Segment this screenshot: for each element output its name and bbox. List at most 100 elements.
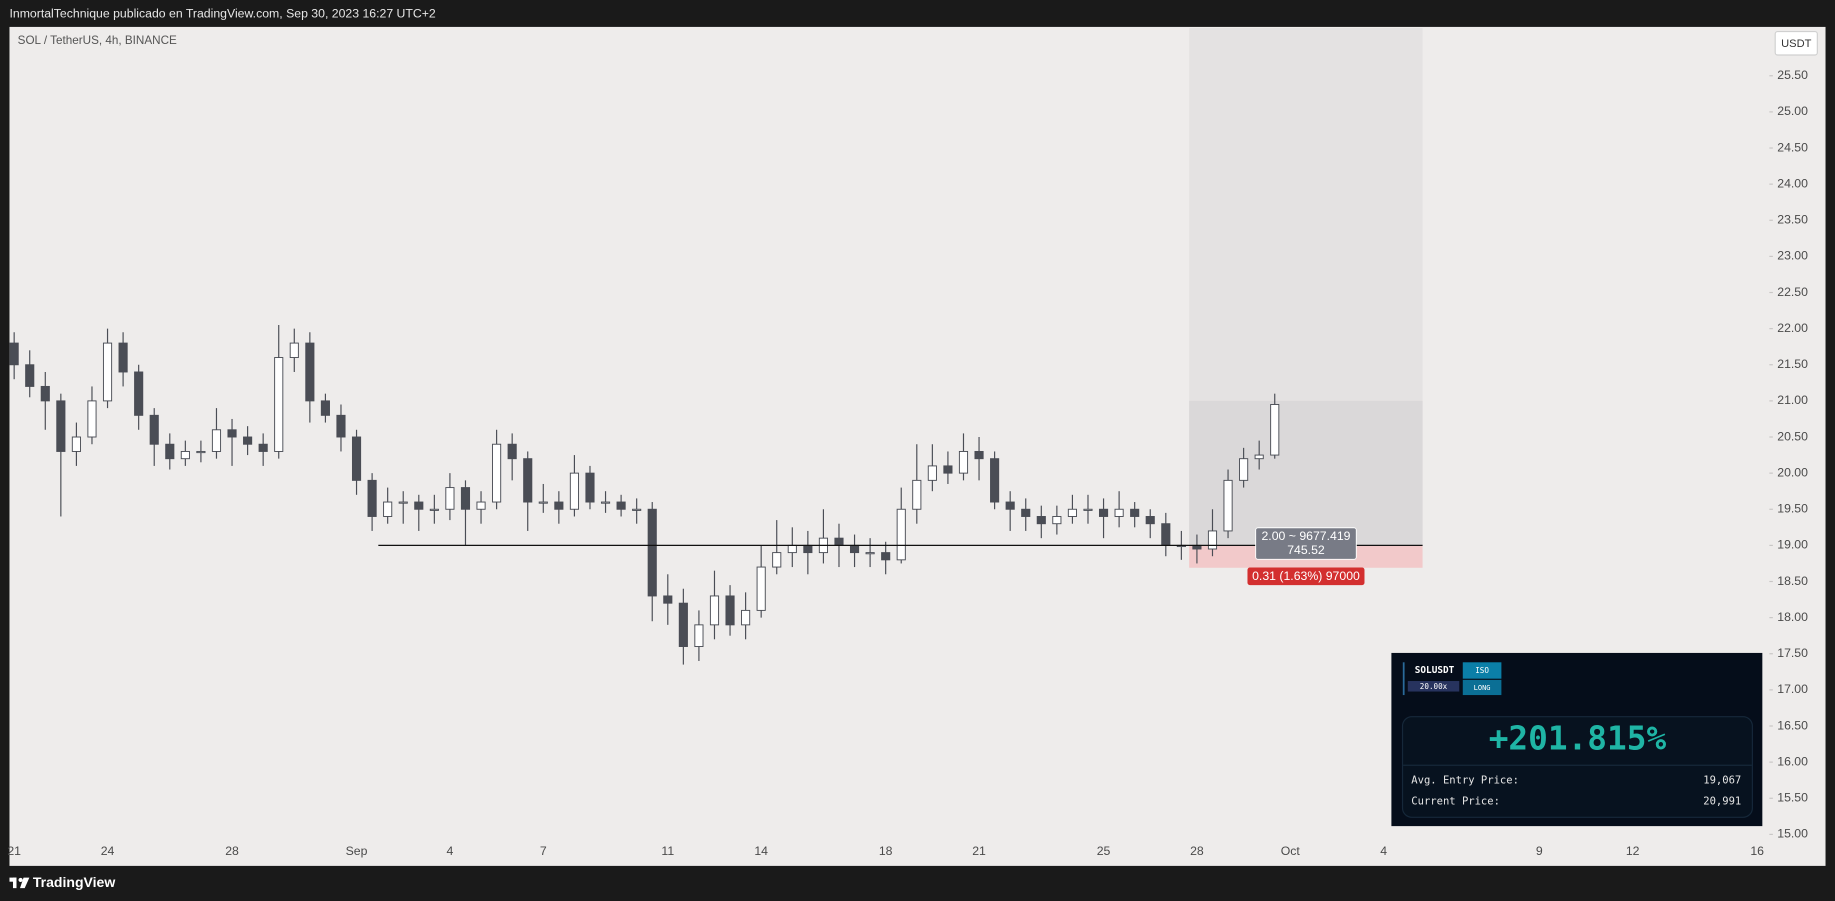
y-tick-label: 20.00: [1777, 465, 1808, 479]
candle-body: [227, 429, 237, 438]
candle-body: [709, 595, 720, 626]
position-label-box: [1255, 527, 1357, 560]
logo-part: [20, 877, 30, 889]
x-tick-label: 21: [972, 844, 986, 858]
candle-body: [958, 450, 969, 474]
x-tick-label: 9: [1536, 844, 1543, 858]
candle-body: [694, 624, 704, 647]
x-tick-label: 14: [754, 844, 768, 858]
candle-body: [211, 429, 222, 452]
pnl-card: SOLUSDT 20.00x ISO LONG +201.815% Avg. E…: [1391, 652, 1763, 827]
candle-body: [1083, 508, 1093, 511]
y-tick-label: 17.00: [1777, 682, 1808, 696]
currency-button[interactable]: [1774, 31, 1818, 56]
candle-body: [1098, 508, 1109, 517]
x-tick-label: 24: [101, 844, 115, 858]
card-inner: [1401, 716, 1753, 818]
y-tick-label: 19.50: [1777, 502, 1808, 516]
candle-body: [87, 400, 97, 438]
candle-body: [398, 501, 408, 504]
candle-body: [741, 609, 751, 626]
candle-body: [725, 595, 735, 626]
candle-body: [40, 385, 50, 402]
candle-body: [274, 357, 284, 452]
x-tick-label: 7: [540, 844, 547, 858]
x-tick-label: 11: [661, 844, 674, 858]
candle-body: [974, 450, 984, 460]
candle-body: [351, 436, 362, 481]
card-margin: ISO: [1475, 666, 1489, 675]
y-tick-label: 22.50: [1777, 285, 1808, 299]
position-label: 745.52: [1287, 543, 1325, 557]
y-tick-label: 24.50: [1777, 140, 1808, 154]
currency-label[interactable]: USDT: [1781, 38, 1811, 50]
candle-body: [118, 342, 128, 373]
candle-body: [1005, 501, 1015, 510]
row-label: Avg. Entry Price:: [1411, 774, 1519, 786]
candle-body: [772, 552, 782, 568]
y-tick-label: 25.00: [1777, 104, 1808, 118]
y-tick-label: 22.00: [1777, 321, 1808, 335]
candle-body: [1052, 516, 1062, 525]
card-pnl: +201.815%: [1489, 720, 1667, 758]
candle-body: [1130, 508, 1140, 517]
x-tick-label: 28: [1190, 844, 1204, 858]
leverage-badge: [1407, 681, 1460, 692]
candle-body: [367, 479, 377, 517]
y-tick-label: 18.50: [1777, 574, 1808, 588]
header-title: InmortalTechnique publicado en TradingVi…: [9, 6, 435, 20]
card-leverage: 20.00x: [1420, 682, 1448, 691]
x-tick-label: 25: [1097, 844, 1111, 858]
candle-body: [896, 508, 906, 561]
footer-brand[interactable]: TradingView: [33, 874, 115, 890]
y-tick-label: 15.50: [1777, 790, 1808, 804]
candle-body: [492, 443, 502, 503]
y-tick-label: 18.00: [1777, 610, 1808, 624]
x-tick-label: 16: [1750, 844, 1764, 858]
logo-part: [12, 877, 17, 889]
y-tick-label: 23.00: [1777, 249, 1808, 263]
candle-body: [305, 342, 315, 402]
overlays: 15.00 15.50 16.00 16.50 17.00 17.50 18.00 18.50…: [7, 68, 1808, 858]
candle-body: [1067, 508, 1077, 517]
x-tick-label: 18: [879, 844, 893, 858]
candle-body: [585, 472, 595, 503]
candle-body: [289, 342, 299, 359]
candle-body: [538, 501, 548, 504]
candle-body: [554, 501, 564, 510]
y-tick-label: 16.00: [1777, 754, 1808, 768]
candle-body: [834, 537, 844, 546]
candle-body: [320, 400, 330, 416]
y-tick-label: 24.00: [1777, 176, 1808, 190]
candle-body: [927, 465, 937, 481]
candle-body: [71, 436, 81, 452]
card-symbol: SOLUSDT: [1415, 665, 1455, 676]
candle-body: [134, 371, 144, 416]
candle-body: [1114, 508, 1124, 517]
candle-body: [460, 487, 471, 510]
candle-body: [476, 501, 486, 510]
candle-body: [647, 508, 657, 597]
candle-body: [1036, 516, 1046, 525]
candle-body: [616, 501, 626, 510]
candle-body: [1207, 530, 1218, 550]
footer: TradingView: [9, 874, 115, 890]
candle-body: [196, 450, 206, 454]
candle-body: [663, 595, 673, 604]
candle-body: [569, 472, 579, 510]
stop-label-box: [1247, 567, 1365, 586]
side-badge: [1462, 679, 1502, 696]
x-tick-label: Oct: [1281, 844, 1301, 858]
candle-body: [165, 443, 175, 460]
candle-body: [881, 552, 891, 561]
candle-body: [632, 508, 642, 511]
candle-body: [523, 458, 533, 503]
y-tick-label: 16.50: [1777, 718, 1808, 732]
x-tick-label: 28: [225, 844, 239, 858]
row-value: 20,991: [1703, 796, 1741, 808]
row-label: Current Price:: [1411, 796, 1500, 808]
y-tick-label: 21.00: [1777, 393, 1808, 407]
y-tick-label: 23.50: [1777, 213, 1808, 227]
